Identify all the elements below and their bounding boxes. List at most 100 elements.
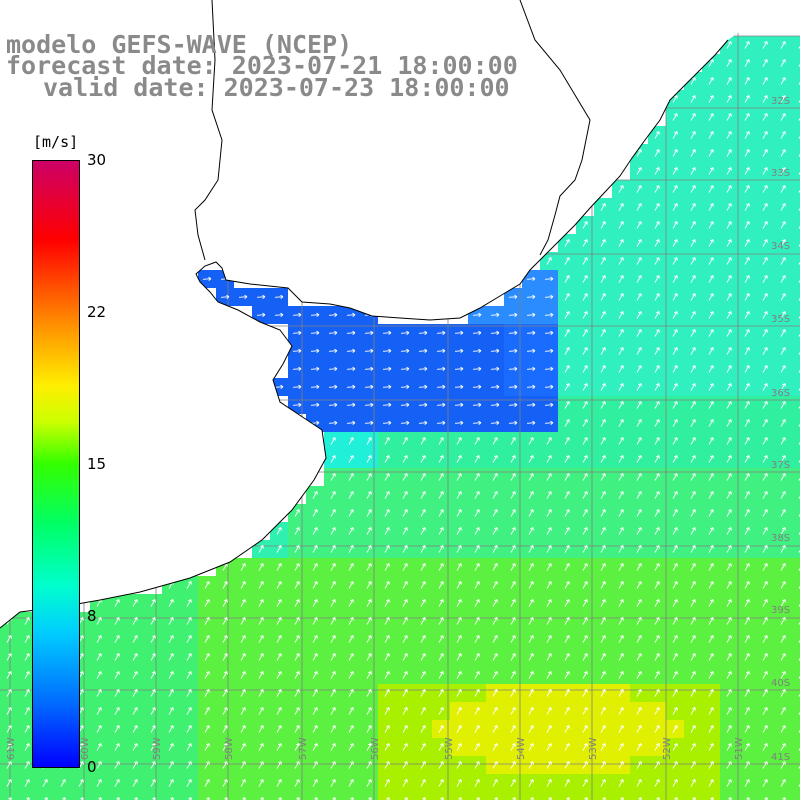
wind-arrow bbox=[780, 239, 786, 247]
wind-arrow bbox=[312, 725, 318, 733]
wind-arrow bbox=[636, 707, 642, 715]
wind-arrow bbox=[508, 402, 518, 407]
wind-arrow bbox=[240, 671, 246, 679]
wind-cell bbox=[792, 666, 800, 684]
wind-arrow bbox=[582, 383, 588, 391]
wind-arrow bbox=[564, 527, 570, 535]
wind-arrow bbox=[526, 420, 536, 425]
longitude-label: 60W bbox=[80, 737, 91, 760]
wind-arrow bbox=[582, 473, 588, 481]
wind-vector-field bbox=[6, 41, 800, 800]
wind-arrow bbox=[564, 347, 570, 355]
wind-arrow bbox=[708, 437, 714, 445]
wind-arrow bbox=[744, 149, 750, 157]
wind-arrow bbox=[708, 689, 714, 697]
wind-arrow bbox=[726, 59, 732, 67]
longitude-label: 56W bbox=[370, 737, 381, 760]
wind-arrow bbox=[456, 617, 462, 625]
wind-arrow bbox=[384, 455, 390, 463]
wind-arrow bbox=[222, 617, 228, 625]
wind-arrow bbox=[274, 294, 284, 299]
wind-arrow bbox=[490, 420, 500, 425]
wind-arrow bbox=[438, 707, 444, 715]
wind-arrow bbox=[508, 384, 518, 389]
wind-arrow bbox=[618, 653, 624, 661]
wind-arrow bbox=[708, 149, 714, 157]
wind-arrow bbox=[330, 527, 336, 535]
latitude-label: 35S bbox=[771, 314, 790, 325]
wind-cell bbox=[792, 360, 800, 378]
wind-arrow bbox=[528, 545, 534, 553]
wind-cell bbox=[486, 792, 504, 800]
wind-arrow bbox=[690, 401, 696, 409]
wind-arrow bbox=[600, 671, 606, 679]
wind-arrow bbox=[744, 653, 750, 661]
wind-arrow bbox=[186, 653, 192, 661]
wind-arrow bbox=[690, 689, 696, 697]
wind-arrow bbox=[654, 329, 660, 337]
longitude-label: 57W bbox=[298, 737, 309, 760]
wind-arrow bbox=[636, 599, 642, 607]
wind-arrow bbox=[762, 671, 768, 679]
wind-arrow bbox=[366, 473, 372, 481]
wind-arrow bbox=[744, 455, 750, 463]
wind-arrow bbox=[618, 617, 624, 625]
wind-arrow bbox=[744, 257, 750, 265]
wind-arrow bbox=[690, 617, 696, 625]
wind-arrow bbox=[348, 545, 354, 553]
wind-arrow bbox=[456, 491, 462, 499]
wind-arrow bbox=[672, 707, 678, 715]
wind-arrow bbox=[636, 527, 642, 535]
wind-arrow bbox=[726, 455, 732, 463]
wind-cell bbox=[72, 792, 90, 800]
wind-arrow bbox=[636, 653, 642, 661]
wind-cell bbox=[126, 792, 144, 800]
wind-arrow bbox=[474, 725, 480, 733]
wind-arrow bbox=[510, 455, 516, 463]
wind-arrow bbox=[582, 401, 588, 409]
wind-arrow bbox=[222, 581, 228, 589]
wind-arrow bbox=[330, 437, 336, 445]
wind-arrow bbox=[150, 725, 156, 733]
wind-arrow bbox=[150, 635, 156, 643]
wind-arrow bbox=[366, 437, 372, 445]
wind-arrow bbox=[618, 635, 624, 643]
wind-arrow bbox=[672, 725, 678, 733]
wind-arrow bbox=[744, 419, 750, 427]
wind-arrow bbox=[402, 455, 408, 463]
wind-arrow bbox=[6, 725, 12, 733]
wind-arrow bbox=[438, 599, 444, 607]
wind-arrow bbox=[546, 635, 552, 643]
wind-arrow bbox=[672, 563, 678, 571]
wind-arrow bbox=[276, 563, 282, 571]
wind-arrow bbox=[402, 689, 408, 697]
wind-arrow bbox=[654, 455, 660, 463]
wind-arrow bbox=[24, 635, 30, 643]
wind-arrow bbox=[402, 617, 408, 625]
wind-arrow bbox=[726, 257, 732, 265]
wind-arrow bbox=[348, 455, 354, 463]
wind-arrow bbox=[546, 671, 552, 679]
wind-arrow bbox=[618, 275, 624, 283]
wind-arrow bbox=[420, 473, 426, 481]
wind-arrow bbox=[546, 617, 552, 625]
wind-arrow bbox=[672, 527, 678, 535]
wind-arrow bbox=[346, 420, 356, 425]
wind-arrow bbox=[528, 473, 534, 481]
wind-arrow bbox=[436, 384, 446, 389]
wind-arrow bbox=[366, 581, 372, 589]
wind-arrow bbox=[708, 419, 714, 427]
wind-arrow bbox=[582, 527, 588, 535]
wind-arrow bbox=[544, 276, 554, 281]
wind-arrow bbox=[204, 707, 210, 715]
wind-arrow bbox=[654, 365, 660, 373]
wind-arrow bbox=[186, 599, 192, 607]
wind-arrow bbox=[546, 545, 552, 553]
wind-arrow bbox=[258, 689, 264, 697]
wind-arrow bbox=[636, 185, 642, 193]
wind-arrow bbox=[762, 473, 768, 481]
wind-arrow bbox=[708, 671, 714, 679]
wind-arrow bbox=[726, 527, 732, 535]
wind-arrow bbox=[762, 437, 768, 445]
longitude-label: 53W bbox=[588, 737, 599, 760]
